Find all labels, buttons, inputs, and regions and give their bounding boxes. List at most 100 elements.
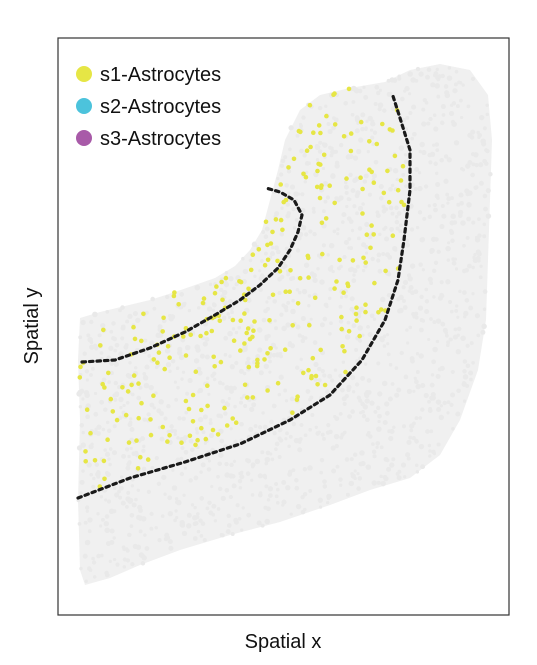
tissue-dot xyxy=(326,121,331,127)
cell-point-s1 xyxy=(318,347,324,353)
tissue-dot xyxy=(423,392,429,399)
cell-point-s1 xyxy=(245,326,251,331)
tissue-dot xyxy=(468,370,474,376)
tissue-dot xyxy=(101,377,107,383)
tissue-dot xyxy=(256,327,263,333)
tissue-dot xyxy=(231,327,236,331)
tissue-dot xyxy=(148,384,154,391)
tissue-dot xyxy=(379,474,383,479)
tissue-dot xyxy=(414,416,419,421)
tissue-dot xyxy=(347,267,353,273)
tissue-dot xyxy=(439,280,444,285)
tissue-dot xyxy=(403,153,408,157)
tissue-dot xyxy=(237,516,242,521)
tissue-dot xyxy=(307,465,313,471)
tissue-dot xyxy=(431,449,436,455)
tissue-dot xyxy=(327,373,333,379)
tissue-dot xyxy=(100,517,105,522)
tissue-dot xyxy=(299,423,304,427)
tissue-dot xyxy=(444,92,451,99)
tissue-dot xyxy=(434,142,440,147)
tissue-dot xyxy=(354,347,359,352)
tissue-dot xyxy=(384,207,389,212)
tissue-dot xyxy=(281,499,287,505)
tissue-dot xyxy=(112,509,117,514)
tissue-dot xyxy=(234,330,239,335)
tissue-dot xyxy=(362,85,366,89)
tissue-dot xyxy=(482,307,487,311)
tissue-dot xyxy=(285,322,291,328)
tissue-dot xyxy=(359,450,365,456)
tissue-dot xyxy=(446,201,450,205)
cell-point-s1 xyxy=(321,152,327,158)
tissue-dot xyxy=(412,131,417,137)
tissue-dot xyxy=(85,414,90,420)
tissue-dot xyxy=(105,472,111,478)
tissue-dot xyxy=(465,235,470,240)
tissue-dot xyxy=(205,506,210,511)
tissue-dot xyxy=(129,417,133,421)
tissue-dot xyxy=(297,192,301,196)
tissue-dot xyxy=(125,465,131,471)
tissue-dot xyxy=(237,325,242,330)
tissue-dot xyxy=(409,263,416,269)
tissue-dot xyxy=(149,402,155,408)
tissue-dot xyxy=(469,341,474,346)
cell-point-s1 xyxy=(278,182,284,187)
tissue-dot xyxy=(394,366,399,370)
cell-point-s1 xyxy=(360,186,365,192)
cell-point-s1 xyxy=(297,275,303,281)
tissue-dot xyxy=(428,449,432,453)
tissue-dot xyxy=(150,465,155,470)
cell-point-s1 xyxy=(84,407,90,413)
tissue-dot xyxy=(226,513,231,519)
tissue-dot xyxy=(353,469,357,473)
tissue-dot xyxy=(354,193,360,199)
tissue-dot xyxy=(229,388,234,394)
tissue-dot xyxy=(334,160,340,166)
tissue-dot xyxy=(405,341,410,345)
tissue-dot xyxy=(156,481,162,486)
cell-point-s1 xyxy=(183,398,189,404)
tissue-dot xyxy=(311,206,316,211)
cell-point-s1 xyxy=(265,388,270,393)
cell-point-s1 xyxy=(354,305,359,311)
tissue-dot xyxy=(334,443,339,449)
tissue-dot xyxy=(430,391,436,397)
tissue-dot xyxy=(352,204,357,209)
tissue-dot xyxy=(124,504,129,509)
tissue-dot xyxy=(254,458,261,465)
cell-point-s1 xyxy=(332,200,338,206)
tissue-dot xyxy=(260,273,264,277)
cell-point-s1 xyxy=(318,162,323,167)
tissue-dot xyxy=(179,471,185,477)
tissue-dot xyxy=(181,523,185,528)
tissue-dot xyxy=(263,476,268,480)
tissue-dot xyxy=(443,178,449,184)
tissue-dot xyxy=(229,427,233,431)
tissue-dot xyxy=(170,317,174,322)
tissue-dot xyxy=(100,322,106,329)
tissue-dot xyxy=(144,364,150,370)
tissue-dot xyxy=(414,166,420,173)
tissue-dot xyxy=(418,416,423,420)
tissue-dot xyxy=(154,455,159,461)
cell-point-s1 xyxy=(78,364,83,370)
tissue-dot xyxy=(476,130,480,135)
tissue-dot xyxy=(462,243,466,248)
tissue-dot xyxy=(300,192,305,197)
cell-point-s1 xyxy=(265,351,270,356)
tissue-dot xyxy=(184,344,191,351)
tissue-dot xyxy=(377,268,383,274)
tissue-dot xyxy=(406,273,412,278)
tissue-dot xyxy=(355,211,359,216)
tissue-dot xyxy=(409,356,415,362)
tissue-dot xyxy=(432,295,436,299)
tissue-dot xyxy=(344,394,349,399)
tissue-dot xyxy=(235,503,240,508)
cell-point-s1 xyxy=(275,380,281,386)
tissue-dot xyxy=(286,300,291,305)
tissue-dot xyxy=(180,337,186,343)
tissue-dot xyxy=(126,490,131,495)
tissue-dot xyxy=(281,325,287,332)
